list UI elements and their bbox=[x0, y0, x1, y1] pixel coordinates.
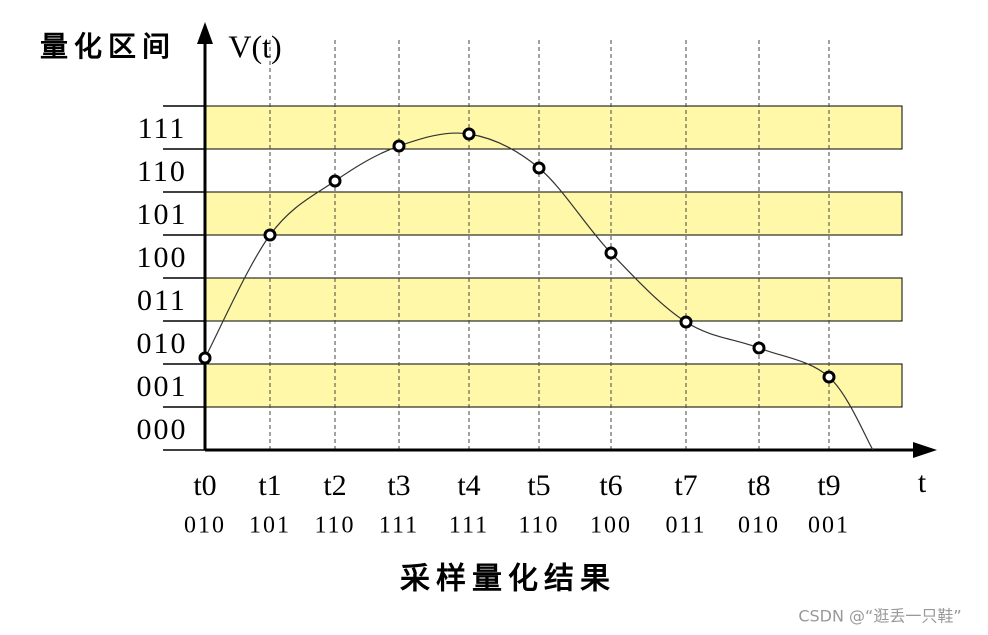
sample-label: t7 bbox=[674, 469, 697, 502]
sample-label: t0 bbox=[193, 469, 216, 502]
level-label: 001 bbox=[137, 370, 188, 403]
level-label: 011 bbox=[137, 284, 187, 317]
sample-label: t2 bbox=[323, 469, 346, 502]
y-axis-variable: V(t) bbox=[228, 28, 281, 64]
level-label: 111 bbox=[138, 112, 187, 145]
sample-code: 001 bbox=[808, 513, 850, 539]
sample-point bbox=[462, 127, 476, 141]
y-axis-title: 量化区间 bbox=[40, 30, 176, 63]
level-band bbox=[204, 363, 903, 408]
sample-code: 101 bbox=[249, 513, 291, 539]
level-label: 010 bbox=[137, 327, 188, 360]
sample-label: t3 bbox=[387, 469, 410, 502]
sample-label: t8 bbox=[747, 469, 770, 502]
x-axis-variable: t bbox=[918, 466, 927, 499]
sample-label: t9 bbox=[817, 469, 840, 502]
sample-label: t5 bbox=[527, 469, 550, 502]
sample-code: 110 bbox=[314, 513, 355, 539]
level-label: 000 bbox=[137, 413, 188, 446]
sample-point bbox=[328, 174, 342, 188]
level-label: 110 bbox=[137, 155, 187, 188]
x-arrow bbox=[913, 442, 937, 458]
sample-code: 011 bbox=[665, 513, 706, 539]
caption: 采样量化结果 bbox=[400, 562, 616, 597]
sample-point bbox=[679, 315, 693, 329]
sample-point bbox=[263, 228, 277, 242]
level-band bbox=[204, 105, 903, 150]
sample-point bbox=[822, 370, 836, 384]
sample-label: t4 bbox=[457, 469, 480, 502]
sample-code: 110 bbox=[518, 513, 559, 539]
sample-point bbox=[532, 161, 546, 175]
sample-point bbox=[752, 341, 766, 355]
watermark: CSDN @“逛丢一只鞋” bbox=[798, 607, 961, 626]
sample-code: 010 bbox=[738, 513, 780, 539]
sample-code: 010 bbox=[184, 513, 226, 539]
sample-code: 111 bbox=[449, 513, 489, 539]
level-band bbox=[204, 191, 903, 236]
sample-label: t1 bbox=[258, 469, 281, 502]
sample-point bbox=[604, 246, 618, 260]
y-arrow bbox=[197, 22, 213, 44]
level-label: 101 bbox=[137, 198, 188, 231]
sample-point bbox=[392, 139, 406, 153]
level-band bbox=[204, 277, 903, 322]
sample-code: 100 bbox=[590, 513, 632, 539]
level-label: 100 bbox=[137, 241, 188, 274]
sample-point bbox=[198, 351, 212, 365]
sample-code: 111 bbox=[379, 513, 419, 539]
sample-label: t6 bbox=[599, 469, 622, 502]
